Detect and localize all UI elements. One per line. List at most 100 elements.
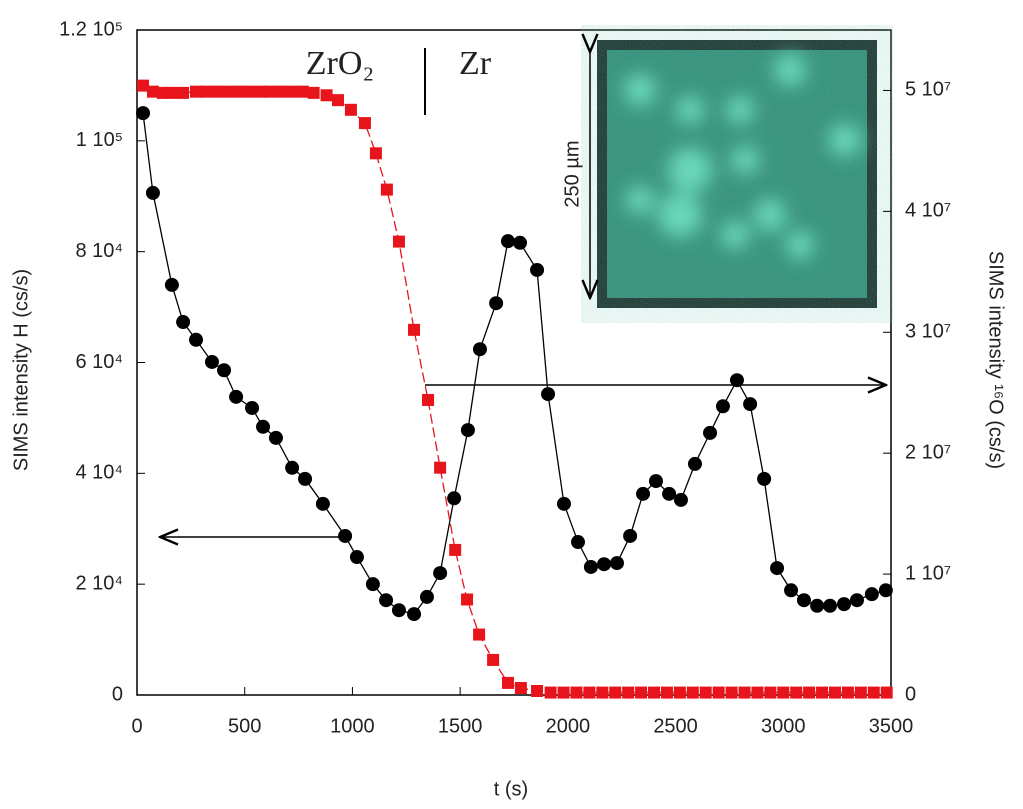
point [623, 528, 638, 543]
point [715, 399, 730, 414]
point [392, 235, 405, 248]
point [320, 89, 333, 102]
point [790, 686, 803, 699]
y-axis-title: SIMS intensity H (cs/s) [10, 269, 32, 471]
point [596, 686, 609, 699]
point [541, 387, 556, 402]
point [622, 686, 635, 699]
point [686, 686, 699, 699]
x-axis-title: t (s) [494, 778, 528, 800]
point [365, 577, 380, 592]
point [816, 686, 829, 699]
point [648, 686, 661, 699]
point [531, 685, 544, 698]
point [636, 486, 651, 501]
y-tick-label: 4 10⁴ [75, 462, 123, 484]
point [256, 419, 271, 434]
x-tick-label: 500 [228, 715, 261, 737]
point [854, 686, 867, 699]
point [408, 323, 421, 336]
point [725, 686, 738, 699]
point [648, 474, 663, 489]
point [867, 686, 880, 699]
point [738, 686, 751, 699]
point [433, 566, 448, 581]
inset-image [597, 40, 877, 308]
point [810, 598, 825, 613]
point [307, 86, 320, 99]
point [777, 686, 790, 699]
point [358, 117, 371, 130]
point [380, 183, 393, 196]
point [609, 556, 624, 571]
point [673, 492, 688, 507]
point [513, 235, 528, 250]
point [204, 354, 219, 369]
point [136, 106, 151, 121]
point [712, 686, 725, 699]
point [449, 543, 462, 556]
x-tick-label: 1500 [438, 715, 483, 737]
point [379, 593, 394, 608]
point [878, 583, 893, 598]
point [635, 686, 648, 699]
y2-tick-label: 1 10⁷ [905, 562, 951, 584]
point [145, 185, 160, 200]
point [190, 85, 203, 98]
x-tick-label: 3500 [869, 715, 914, 737]
point [286, 85, 299, 98]
point [229, 389, 244, 404]
x-tick-label: 2000 [546, 715, 591, 737]
point [796, 593, 811, 608]
point [268, 430, 283, 445]
point [177, 86, 190, 99]
point [164, 277, 179, 292]
point [189, 332, 204, 347]
point [530, 262, 545, 277]
y-tick-label: 1 10⁵ [76, 129, 123, 151]
y-tick-label: 6 10⁴ [75, 351, 123, 373]
point [391, 603, 406, 618]
phase-label: ZrO₂ [306, 45, 375, 82]
point [156, 86, 169, 99]
point [315, 496, 330, 511]
y-tick-label: 2 10⁴ [75, 572, 123, 594]
point [210, 85, 223, 98]
point [557, 686, 570, 699]
point [338, 528, 353, 543]
y-tick-label: 1.2 10⁵ [59, 18, 123, 40]
point [803, 686, 816, 699]
point [146, 85, 159, 98]
point [751, 686, 764, 699]
point [422, 393, 435, 406]
point [176, 315, 191, 330]
point [344, 103, 357, 116]
phase-label: Zr [459, 45, 492, 82]
point [570, 535, 585, 550]
point [232, 85, 245, 98]
point [165, 86, 178, 99]
x-tick-label: 0 [131, 715, 142, 737]
point [473, 628, 486, 641]
y2-tick-label: 4 10⁷ [905, 200, 951, 222]
point [514, 681, 527, 694]
point [764, 686, 777, 699]
point [828, 686, 841, 699]
point [570, 686, 583, 699]
point [784, 583, 799, 598]
y-tick-label: 0 [112, 683, 123, 705]
point [770, 561, 785, 576]
point [544, 686, 557, 699]
point [331, 94, 344, 107]
point [583, 559, 598, 574]
point [243, 85, 256, 98]
point [254, 85, 267, 98]
point [461, 593, 474, 606]
point [609, 686, 622, 699]
point [880, 686, 893, 699]
point [662, 486, 677, 501]
point [460, 423, 475, 438]
y2-tick-label: 5 10⁷ [905, 79, 951, 101]
point [137, 79, 150, 92]
point [837, 597, 852, 612]
